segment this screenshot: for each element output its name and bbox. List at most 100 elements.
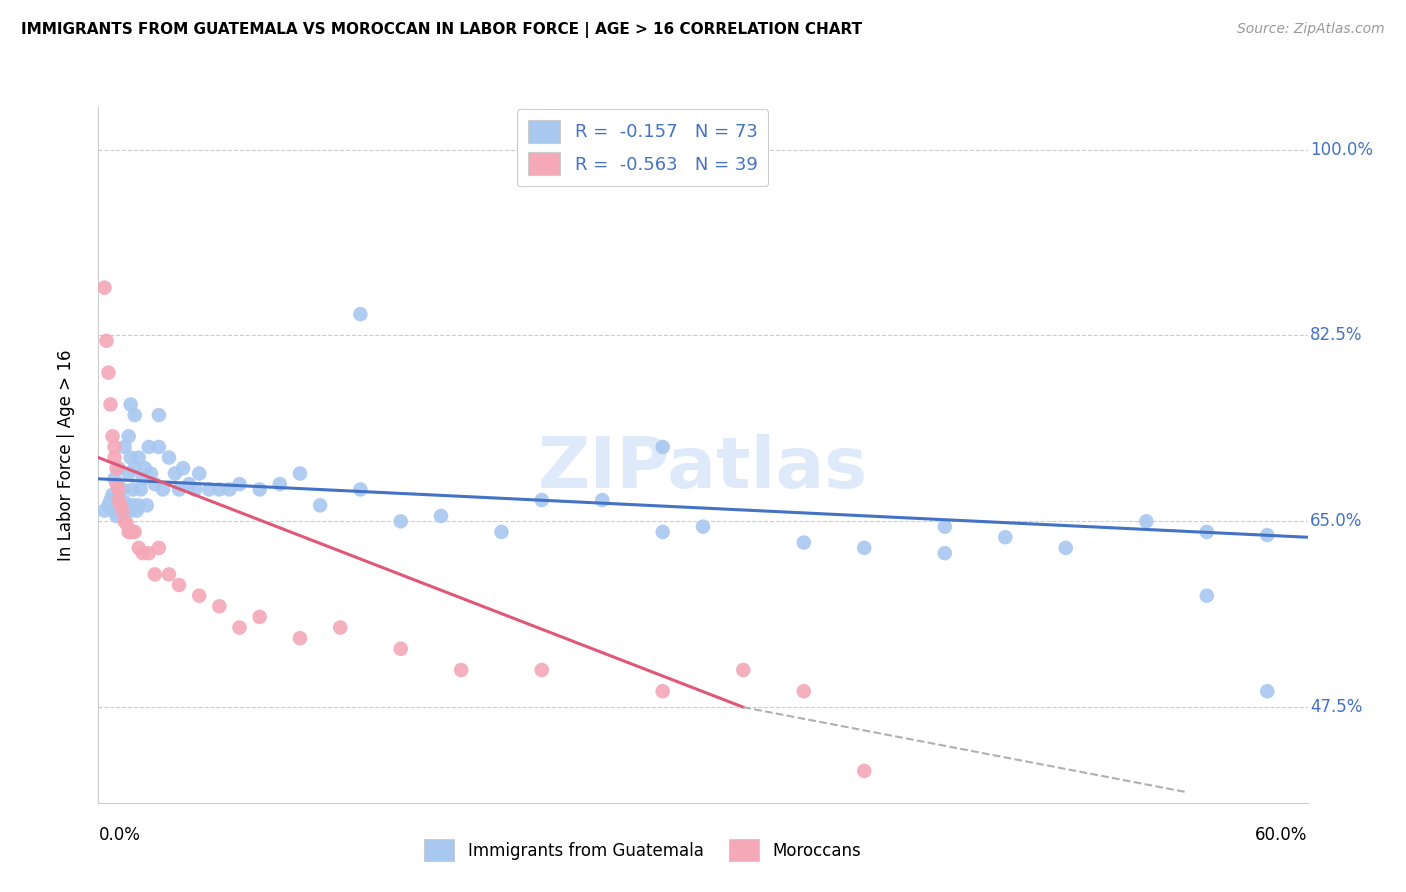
Point bbox=[651, 440, 673, 454]
Point bbox=[198, 483, 221, 497]
Text: 100.0%: 100.0% bbox=[1310, 141, 1374, 159]
Legend: Immigrants from Guatemala, Moroccans: Immigrants from Guatemala, Moroccans bbox=[418, 833, 868, 868]
Point bbox=[167, 483, 190, 497]
Text: 82.5%: 82.5% bbox=[1310, 326, 1362, 344]
Point bbox=[148, 408, 170, 422]
Point bbox=[349, 483, 371, 497]
Point bbox=[103, 472, 125, 486]
Point bbox=[208, 599, 231, 614]
Point bbox=[103, 504, 125, 518]
Point bbox=[208, 483, 231, 497]
Point bbox=[121, 483, 143, 497]
Point bbox=[288, 631, 311, 645]
Y-axis label: In Labor Force | Age > 16: In Labor Force | Age > 16 bbox=[56, 349, 75, 561]
Point bbox=[101, 429, 124, 443]
Point bbox=[853, 541, 876, 555]
Point bbox=[139, 467, 162, 481]
Point bbox=[107, 493, 129, 508]
Point bbox=[128, 541, 150, 555]
Point bbox=[249, 483, 271, 497]
Point bbox=[105, 508, 128, 523]
Point bbox=[269, 477, 291, 491]
Point bbox=[591, 493, 613, 508]
Point bbox=[132, 546, 155, 560]
Point bbox=[107, 461, 129, 475]
Point bbox=[138, 546, 160, 560]
Point bbox=[135, 499, 157, 513]
Point bbox=[249, 610, 271, 624]
Point bbox=[138, 440, 160, 454]
Text: IMMIGRANTS FROM GUATEMALA VS MOROCCAN IN LABOR FORCE | AGE > 16 CORRELATION CHAR: IMMIGRANTS FROM GUATEMALA VS MOROCCAN IN… bbox=[21, 22, 862, 38]
Point bbox=[124, 524, 146, 539]
Point bbox=[114, 514, 136, 528]
Point bbox=[125, 504, 148, 518]
Point bbox=[1256, 528, 1278, 542]
Point bbox=[93, 280, 115, 294]
Point bbox=[349, 307, 371, 321]
Point bbox=[651, 684, 673, 698]
Point bbox=[389, 514, 412, 528]
Point bbox=[101, 488, 124, 502]
Point bbox=[132, 472, 155, 486]
Point bbox=[107, 483, 129, 497]
Text: 60.0%: 60.0% bbox=[1256, 826, 1308, 844]
Point bbox=[114, 440, 136, 454]
Point bbox=[1256, 684, 1278, 698]
Point bbox=[184, 483, 207, 497]
Point bbox=[733, 663, 755, 677]
Point bbox=[793, 684, 815, 698]
Point bbox=[1054, 541, 1077, 555]
Point bbox=[115, 516, 138, 531]
Point bbox=[1135, 514, 1157, 528]
Point bbox=[1195, 589, 1218, 603]
Point bbox=[288, 467, 311, 481]
Point bbox=[129, 483, 152, 497]
Text: 47.5%: 47.5% bbox=[1310, 698, 1362, 716]
Point bbox=[651, 524, 673, 539]
Point bbox=[152, 483, 174, 497]
Point bbox=[692, 519, 714, 533]
Text: 65.0%: 65.0% bbox=[1310, 512, 1362, 531]
Point bbox=[105, 461, 128, 475]
Point bbox=[530, 493, 553, 508]
Point bbox=[853, 764, 876, 778]
Point bbox=[309, 499, 332, 513]
Point bbox=[1195, 524, 1218, 539]
Text: ZIPatlas: ZIPatlas bbox=[538, 434, 868, 503]
Point bbox=[103, 450, 125, 465]
Point bbox=[934, 546, 956, 560]
Point bbox=[97, 499, 120, 513]
Point bbox=[110, 499, 132, 513]
Text: 0.0%: 0.0% bbox=[98, 826, 141, 844]
Point bbox=[491, 524, 513, 539]
Point bbox=[167, 578, 190, 592]
Point bbox=[994, 530, 1017, 544]
Point bbox=[143, 477, 166, 491]
Point bbox=[172, 461, 194, 475]
Point bbox=[120, 504, 142, 518]
Point bbox=[128, 450, 150, 465]
Point bbox=[228, 621, 250, 635]
Point bbox=[163, 467, 186, 481]
Point bbox=[111, 504, 134, 518]
Point bbox=[177, 477, 201, 491]
Point bbox=[114, 495, 136, 509]
Point bbox=[121, 499, 143, 513]
Point bbox=[100, 493, 122, 508]
Point bbox=[430, 508, 453, 523]
Point bbox=[329, 621, 352, 635]
Point bbox=[157, 450, 180, 465]
Point bbox=[118, 429, 141, 443]
Point bbox=[530, 663, 553, 677]
Point bbox=[148, 541, 170, 555]
Point bbox=[97, 366, 120, 380]
Point bbox=[118, 524, 141, 539]
Point bbox=[120, 524, 142, 539]
Point bbox=[96, 334, 118, 348]
Point bbox=[121, 524, 143, 539]
Point bbox=[450, 663, 472, 677]
Point bbox=[124, 408, 146, 422]
Point bbox=[389, 641, 412, 656]
Point bbox=[134, 461, 156, 475]
Point bbox=[128, 499, 150, 513]
